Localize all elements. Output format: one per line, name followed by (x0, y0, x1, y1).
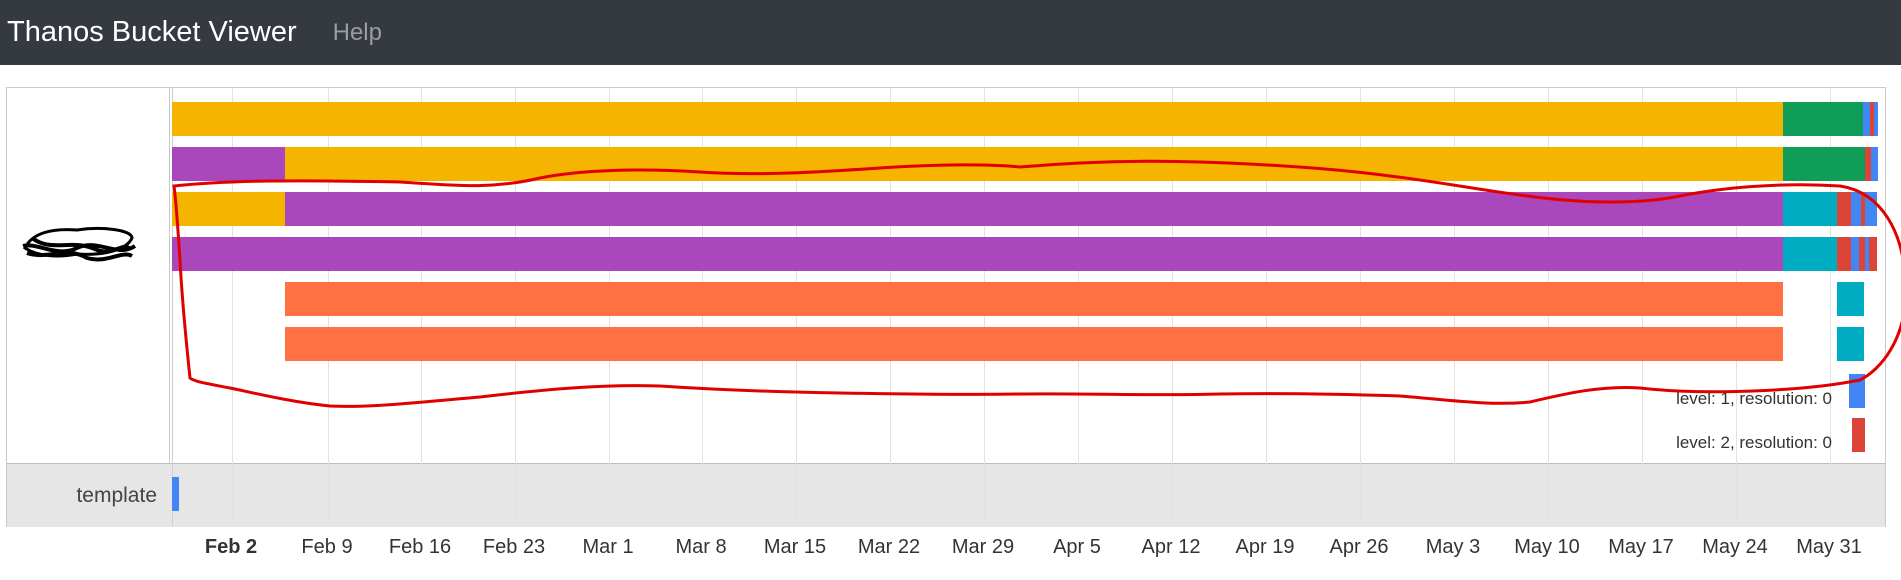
block-bar[interactable] (172, 237, 1783, 271)
x-tick-label: Apr 26 (1329, 536, 1389, 558)
legend-label: level: 2, resolution: 0 (1676, 433, 1832, 452)
x-tick-label: Feb 2 (204, 536, 258, 558)
block-bar[interactable] (1851, 192, 1861, 226)
template-label: template (76, 484, 157, 507)
x-tick-label: May 10 (1514, 536, 1580, 558)
block-bar[interactable] (1783, 102, 1863, 136)
block-bar[interactable] (1871, 147, 1878, 181)
x-tick-label: Feb 16 (388, 536, 452, 558)
block-bar[interactable] (285, 147, 1783, 181)
x-tick-label: Mar 1 (582, 536, 634, 558)
block-bar[interactable] (172, 477, 179, 511)
block-bar[interactable] (1870, 102, 1874, 136)
block-bar[interactable] (1783, 237, 1837, 271)
legend-swatch (1849, 374, 1865, 408)
brand-title[interactable]: Thanos Bucket Viewer (7, 16, 297, 48)
x-tick-label: Apr 19 (1235, 536, 1295, 558)
block-bar[interactable] (1837, 237, 1851, 271)
x-tick-label: Feb 23 (482, 536, 546, 558)
navbar: Thanos Bucket Viewer Help (0, 0, 1901, 65)
x-tick-label: Mar 8 (675, 536, 727, 558)
block-bar[interactable] (285, 327, 1783, 361)
x-tick-label: May 24 (1702, 536, 1768, 558)
x-tick-label: Mar 29 (951, 536, 1015, 558)
block-bar[interactable] (172, 192, 285, 226)
block-bar[interactable] (1837, 192, 1851, 226)
legend-swatch (1852, 418, 1865, 452)
block-bar[interactable] (1783, 147, 1865, 181)
legend-label: level: 1, resolution: 0 (1676, 389, 1832, 408)
x-tick-label: May 17 (1608, 536, 1674, 558)
block-bar[interactable] (1874, 102, 1878, 136)
block-bar[interactable] (1837, 282, 1864, 316)
block-bar[interactable] (285, 282, 1783, 316)
block-bar[interactable] (285, 192, 1783, 226)
x-tick-label: Apr 12 (1141, 536, 1201, 558)
block-bar[interactable] (172, 102, 1783, 136)
x-tick-label: Mar 15 (763, 536, 827, 558)
blocks-timeline: template level: 1, resolution: 0 level: 2… (6, 87, 1886, 527)
block-bar[interactable] (1851, 237, 1859, 271)
block-bar[interactable] (1837, 327, 1864, 361)
x-tick-label: May 31 (1796, 536, 1862, 558)
x-tick-label: May 3 (1425, 536, 1481, 558)
block-bar[interactable] (172, 147, 285, 181)
x-tick-label: Apr 5 (1053, 536, 1101, 558)
x-tick-label: Feb 9 (301, 536, 353, 558)
redacted-label-cell (7, 88, 170, 463)
redacted-label-scribble (22, 226, 137, 262)
block-bar[interactable] (1863, 102, 1870, 136)
x-tick-label: Mar 22 (857, 536, 921, 558)
block-bar[interactable] (1865, 192, 1877, 226)
help-link[interactable]: Help (332, 18, 382, 46)
block-bar[interactable] (1869, 237, 1877, 271)
block-bar[interactable] (1783, 192, 1837, 226)
template-row: template (7, 463, 1885, 527)
